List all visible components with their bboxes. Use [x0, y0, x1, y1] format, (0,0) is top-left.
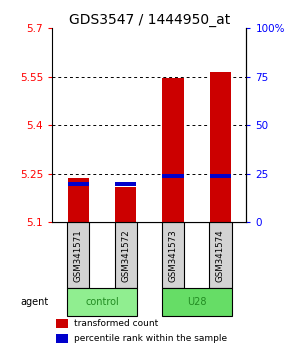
Bar [68, 182, 89, 186]
Text: GSM341572: GSM341572 [121, 229, 130, 281]
Bar [67, 288, 137, 316]
Bar [56, 319, 68, 328]
Text: GSM341574: GSM341574 [216, 229, 225, 281]
Text: percentile rank within the sample: percentile rank within the sample [74, 334, 227, 343]
Title: GDS3547 / 1444950_at: GDS3547 / 1444950_at [69, 13, 230, 27]
Bar [162, 174, 184, 178]
Bar [210, 72, 231, 222]
Bar [67, 222, 89, 288]
Bar [210, 174, 231, 178]
Text: agent: agent [21, 297, 49, 307]
Bar [115, 187, 136, 222]
Text: control: control [85, 297, 119, 307]
Bar [115, 182, 136, 186]
Text: transformed count: transformed count [74, 319, 158, 328]
Bar [68, 178, 89, 222]
Bar [209, 222, 232, 288]
Bar [162, 78, 184, 222]
Bar [115, 222, 137, 288]
Text: U28: U28 [187, 297, 206, 307]
Bar [162, 222, 184, 288]
Text: GSM341573: GSM341573 [168, 229, 177, 281]
Text: GSM341571: GSM341571 [74, 229, 83, 281]
Bar [56, 334, 68, 343]
Bar [162, 288, 232, 316]
